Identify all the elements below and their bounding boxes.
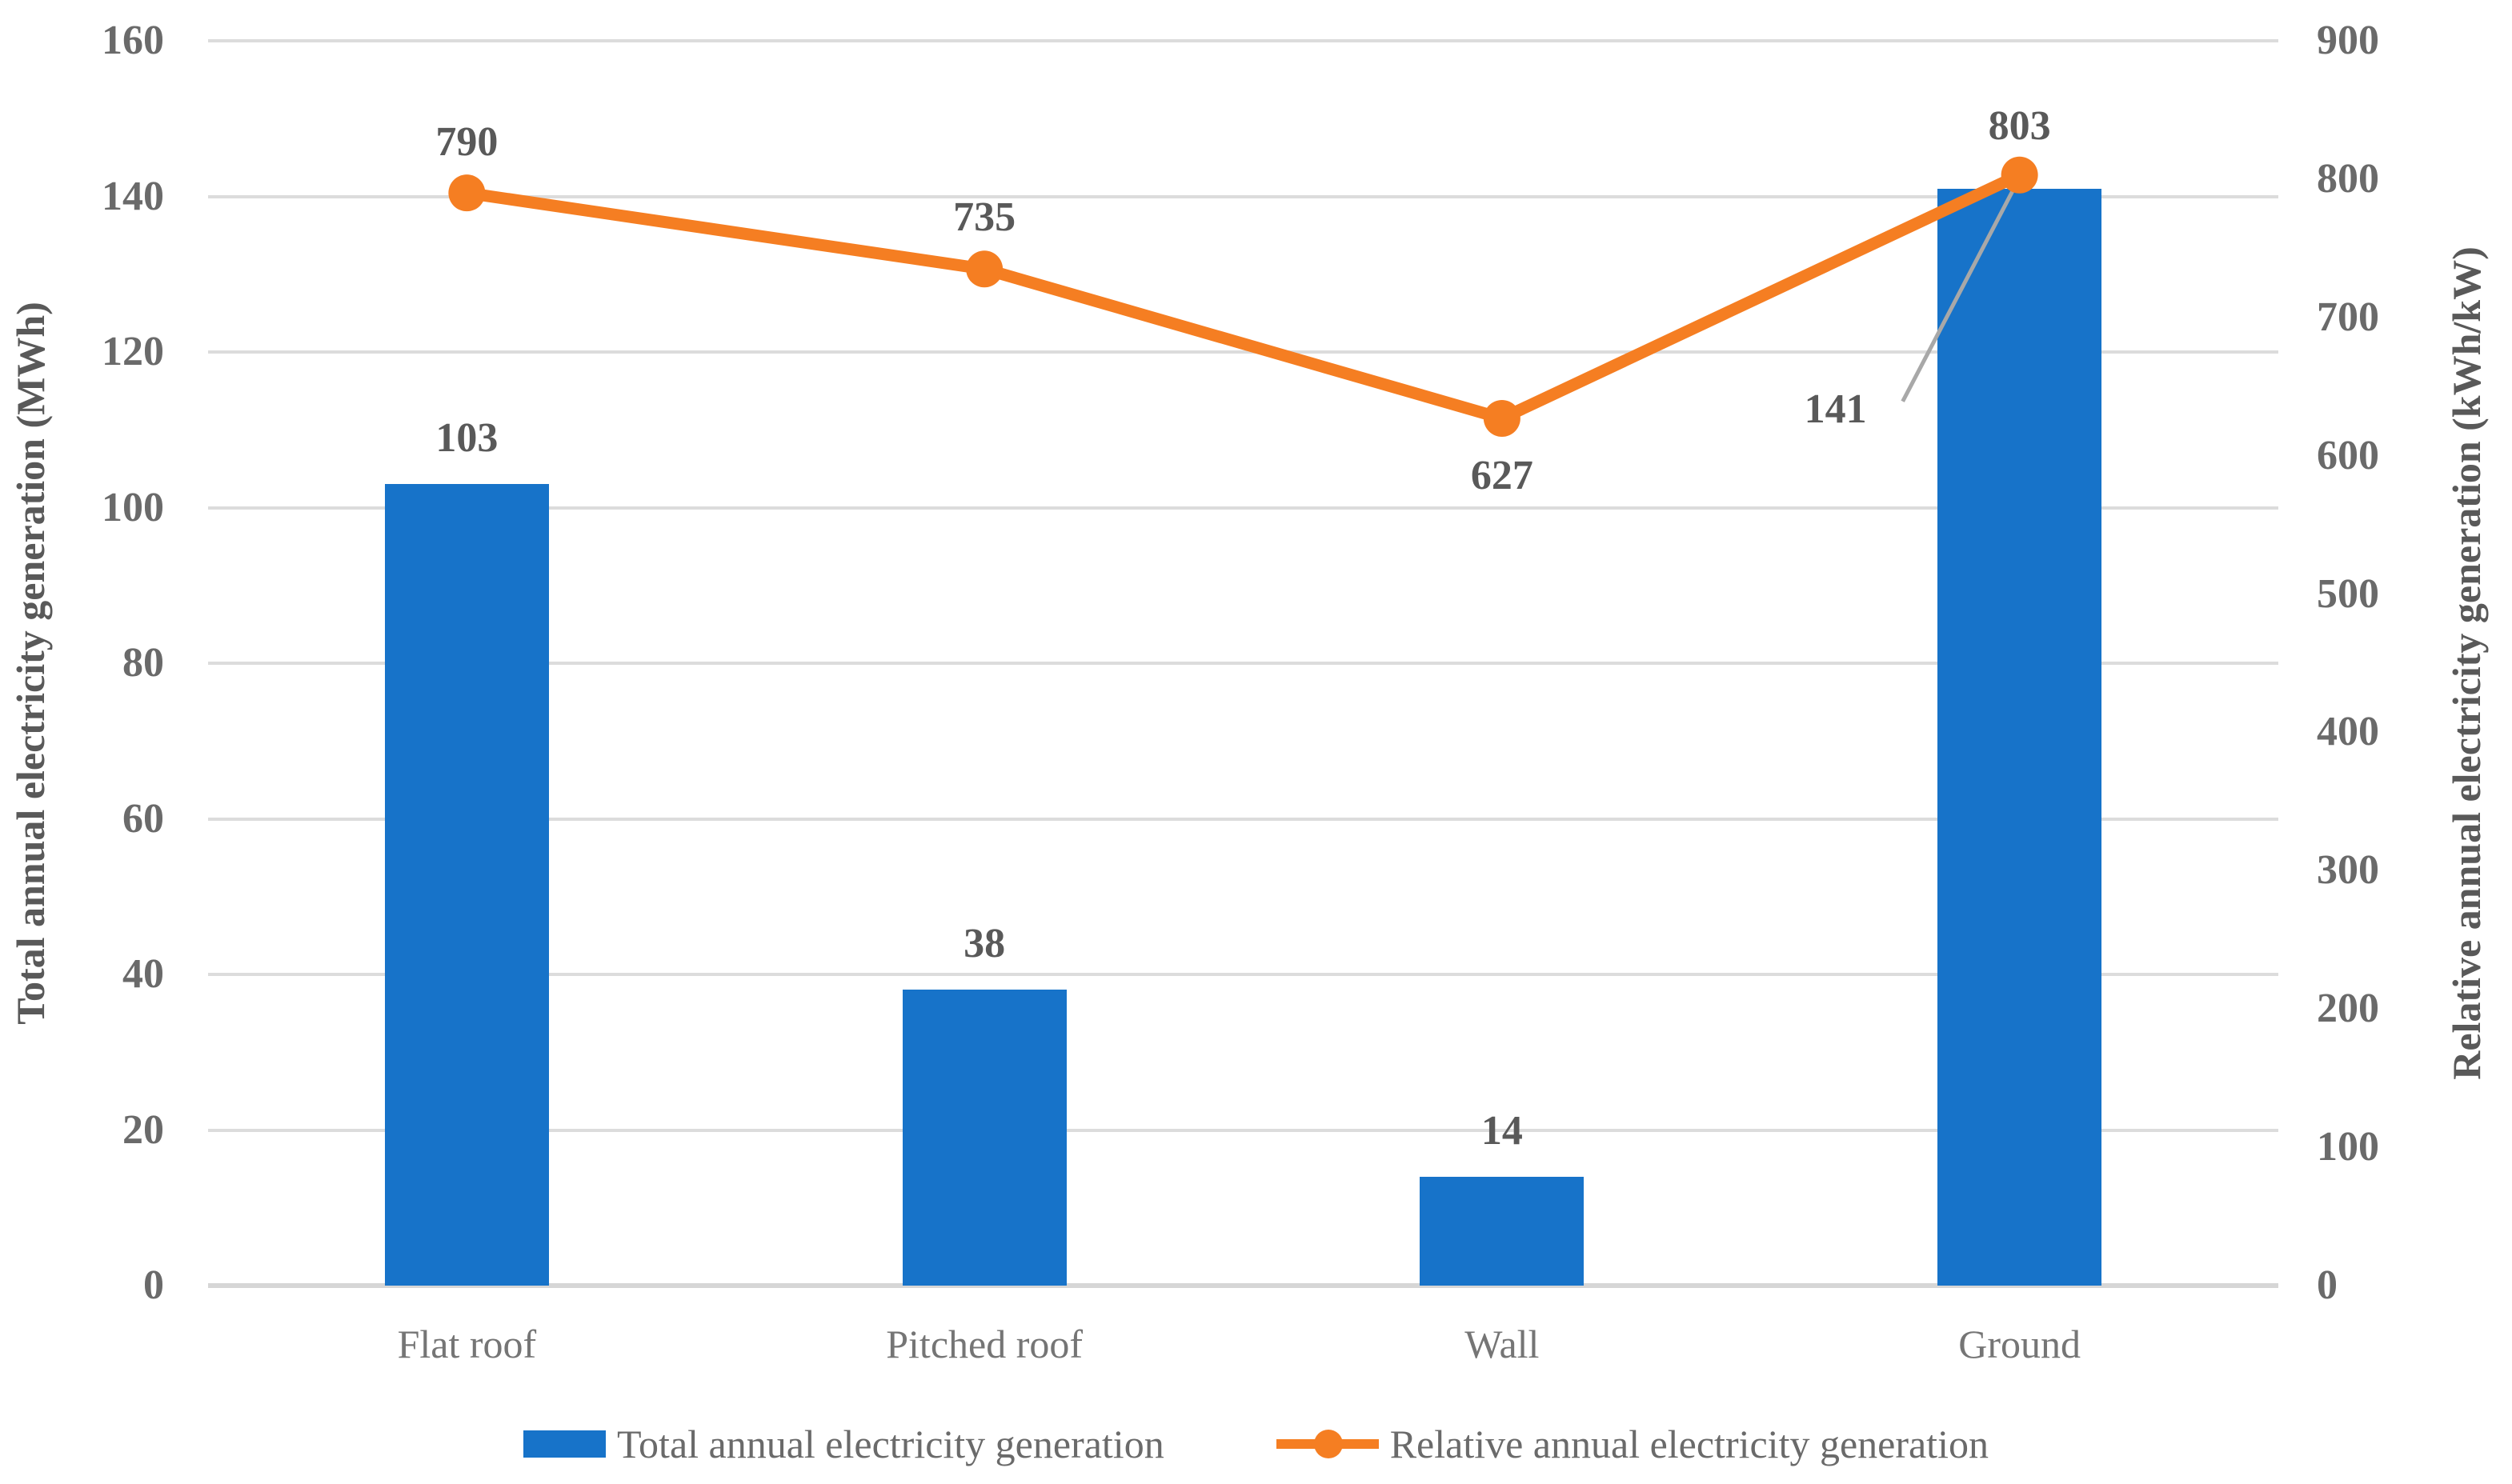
bar-pitched-roof xyxy=(902,990,1067,1286)
callout-leader-line xyxy=(1901,182,2018,402)
bar-wall xyxy=(1420,1176,1585,1286)
right-axis-tick-900: 900 xyxy=(2317,18,2379,63)
chart-legend: Total annual electricity generation Rela… xyxy=(0,1418,2512,1470)
legend-label-bar-series: Total annual electricity generation xyxy=(617,1422,1164,1466)
left-axis-tick-40: 40 xyxy=(122,951,164,997)
gridline xyxy=(208,194,2278,198)
category-label-ground: Ground xyxy=(1958,1322,2081,1366)
right-axis-tick-600: 600 xyxy=(2317,432,2379,478)
left-axis-title: Total annual electricity generation (MWh… xyxy=(8,302,53,1025)
line-marker-wall xyxy=(1483,399,1520,437)
right-axis-tick-500: 500 xyxy=(2317,570,2379,617)
category-label-wall: Wall xyxy=(1464,1322,1540,1366)
line-series-swatch xyxy=(1276,1430,1379,1458)
gridline xyxy=(208,350,2278,354)
right-axis-tick-300: 300 xyxy=(2317,847,2379,894)
line-marker-pitched-roof xyxy=(966,250,1004,288)
line-series-path xyxy=(466,169,2022,425)
bar-series-swatch xyxy=(523,1430,606,1458)
category-axis-line xyxy=(208,1283,2278,1288)
left-axis-tick-60: 60 xyxy=(122,795,164,842)
line-marker-flat-roof xyxy=(448,174,486,212)
line-swatch-marker xyxy=(1313,1430,1343,1458)
left-axis-tick-120: 120 xyxy=(102,329,164,374)
right-axis-tick-0: 0 xyxy=(2317,1262,2338,1308)
legend-label-line-series: Relative annual electricity generation xyxy=(1389,1422,1989,1466)
right-axis-tick-700: 700 xyxy=(2317,294,2379,340)
right-axis-tick-200: 200 xyxy=(2317,986,2379,1032)
left-axis-tick-160: 160 xyxy=(102,18,164,63)
category-label-pitched-roof: Pitched roof xyxy=(886,1322,1084,1366)
left-axis-tick-100: 100 xyxy=(102,484,164,530)
category-label-flat-roof: Flat roof xyxy=(397,1322,537,1366)
bar-ground xyxy=(1937,188,2102,1286)
left-axis-tick-0: 0 xyxy=(143,1262,164,1308)
bar-data-label-ground: 141 xyxy=(1804,386,1867,432)
right-axis-tick-100: 100 xyxy=(2317,1124,2379,1170)
line-data-label-pitched-roof: 735 xyxy=(953,194,1016,241)
bar-data-label-wall: 14 xyxy=(1480,1107,1523,1154)
legend-item-line-series: Relative annual electricity generation xyxy=(1276,1424,1989,1464)
left-axis-tick-80: 80 xyxy=(122,640,164,686)
left-axis-tick-140: 140 xyxy=(102,173,164,219)
gridline xyxy=(208,1128,2278,1132)
bar-data-label-flat-roof: 103 xyxy=(435,415,499,462)
bar-data-label-pitched-roof: 38 xyxy=(964,921,1006,967)
line-marker-ground xyxy=(2001,156,2038,194)
line-data-label-ground: 803 xyxy=(1988,102,2051,149)
right-axis-tick-800: 800 xyxy=(2317,155,2379,202)
left-axis-tick-20: 20 xyxy=(122,1106,164,1153)
bar-flat-roof xyxy=(384,484,549,1286)
right-axis-title: Relative annual electricity generation (… xyxy=(2444,246,2489,1080)
right-axis-tick-400: 400 xyxy=(2317,709,2379,755)
gridline xyxy=(208,973,2278,976)
gridline xyxy=(208,506,2278,510)
legend-item-bar-series: Total annual electricity generation xyxy=(523,1424,1164,1464)
gridline xyxy=(208,817,2278,821)
line-data-label-wall: 627 xyxy=(1470,452,1533,498)
gridline xyxy=(208,39,2278,42)
line-data-label-flat-roof: 790 xyxy=(435,119,499,166)
gridline xyxy=(208,662,2278,665)
